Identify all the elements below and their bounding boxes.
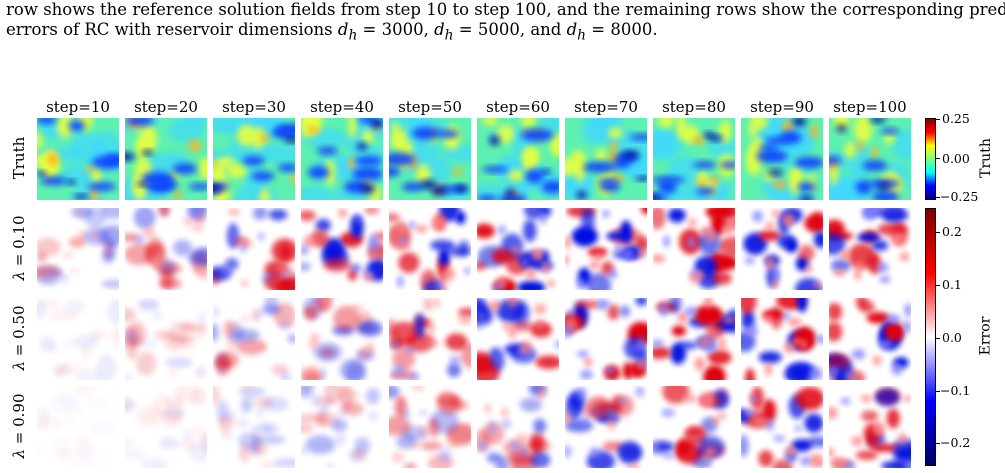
error-field-row-2-step-50 xyxy=(389,298,471,380)
error-field-row-2-step-80 xyxy=(653,298,735,380)
truth-tick-top: 0.25 xyxy=(942,111,970,126)
error-field-row-1-step-100 xyxy=(829,208,911,290)
error-tick-4: −0.2 xyxy=(940,435,971,450)
error-field-row-2-step-10 xyxy=(37,298,119,380)
error-field-row-1-step-30 xyxy=(213,208,295,290)
error-tickmark-2 xyxy=(936,338,940,339)
error-field-row-1-step-90 xyxy=(741,208,823,290)
column-title-9: step=90 xyxy=(750,98,814,116)
error-field-row-1-step-70 xyxy=(565,208,647,290)
column-title-1: step=10 xyxy=(46,98,110,116)
error-tick-1: 0.1 xyxy=(942,277,962,292)
column-title-6: step=60 xyxy=(486,98,550,116)
truth-tickmark-2 xyxy=(936,197,940,198)
error-field-row-2-step-100 xyxy=(829,298,911,380)
truth-field-step-20 xyxy=(125,118,207,200)
truth-field-step-100 xyxy=(829,118,911,200)
error-field-row-1-step-40 xyxy=(301,208,383,290)
row-label-2: λ = 0.10 xyxy=(10,215,28,281)
error-field-row-3-step-80 xyxy=(653,386,735,468)
truth-field-step-30 xyxy=(213,118,295,200)
truth-field-step-40 xyxy=(301,118,383,200)
error-field-row-2-step-70 xyxy=(565,298,647,380)
column-title-2: step=20 xyxy=(134,98,198,116)
error-tickmark-1 xyxy=(936,285,940,286)
truth-tick-bottom: −0.25 xyxy=(940,189,979,204)
column-title-4: step=40 xyxy=(310,98,374,116)
error-field-row-3-step-100 xyxy=(829,386,911,468)
error-field-row-1-step-50 xyxy=(389,208,471,290)
row-label-1: Truth xyxy=(10,136,28,180)
truth-tick-mid: 0.00 xyxy=(942,151,970,166)
error-field-row-3-step-60 xyxy=(477,386,559,468)
error-field-row-3-step-70 xyxy=(565,386,647,468)
caption-line-1: row shows the reference solution fields … xyxy=(6,0,1005,19)
column-title-3: step=30 xyxy=(222,98,286,116)
error-tickmark-0 xyxy=(936,232,940,233)
error-tick-0: 0.2 xyxy=(942,224,962,239)
error-colorbar xyxy=(925,208,936,466)
column-title-8: step=80 xyxy=(662,98,726,116)
error-field-row-3-step-30 xyxy=(213,386,295,468)
row-label-3: λ = 0.50 xyxy=(10,305,28,371)
error-field-row-2-step-30 xyxy=(213,298,295,380)
column-title-10: step=100 xyxy=(833,98,907,116)
truth-field-step-70 xyxy=(565,118,647,200)
truth-tickmark-0 xyxy=(936,119,940,120)
error-field-row-1-step-20 xyxy=(125,208,207,290)
error-field-row-1-step-10 xyxy=(37,208,119,290)
truth-field-step-80 xyxy=(653,118,735,200)
error-field-row-2-step-60 xyxy=(477,298,559,380)
error-field-row-3-step-90 xyxy=(741,386,823,468)
figure-caption: row shows the reference solution fields … xyxy=(6,0,1005,45)
row-label-4: λ = 0.90 xyxy=(10,393,28,459)
error-tick-2: 0.0 xyxy=(942,330,962,345)
error-field-row-3-step-10 xyxy=(37,386,119,468)
column-title-5: step=50 xyxy=(398,98,462,116)
error-field-row-1-step-60 xyxy=(477,208,559,290)
error-field-row-2-step-20 xyxy=(125,298,207,380)
truth-field-step-90 xyxy=(741,118,823,200)
error-field-row-1-step-80 xyxy=(653,208,735,290)
truth-colorbar xyxy=(925,118,936,200)
error-colorbar-label: Error xyxy=(977,316,994,356)
truth-tickmark-1 xyxy=(936,158,940,159)
truth-field-step-50 xyxy=(389,118,471,200)
truth-colorbar-label: Truth xyxy=(977,138,994,178)
caption-line-2: errors of RC with reservoir dimensions d… xyxy=(6,20,658,44)
error-field-row-3-step-50 xyxy=(389,386,471,468)
error-field-row-2-step-40 xyxy=(301,298,383,380)
column-title-7: step=70 xyxy=(574,98,638,116)
error-tick-3: −0.1 xyxy=(940,383,971,398)
truth-field-step-60 xyxy=(477,118,559,200)
error-tickmark-3 xyxy=(936,391,940,392)
error-field-row-3-step-20 xyxy=(125,386,207,468)
error-field-row-3-step-40 xyxy=(301,386,383,468)
error-tickmark-4 xyxy=(936,443,940,444)
truth-field-step-10 xyxy=(37,118,119,200)
error-field-row-2-step-90 xyxy=(741,298,823,380)
